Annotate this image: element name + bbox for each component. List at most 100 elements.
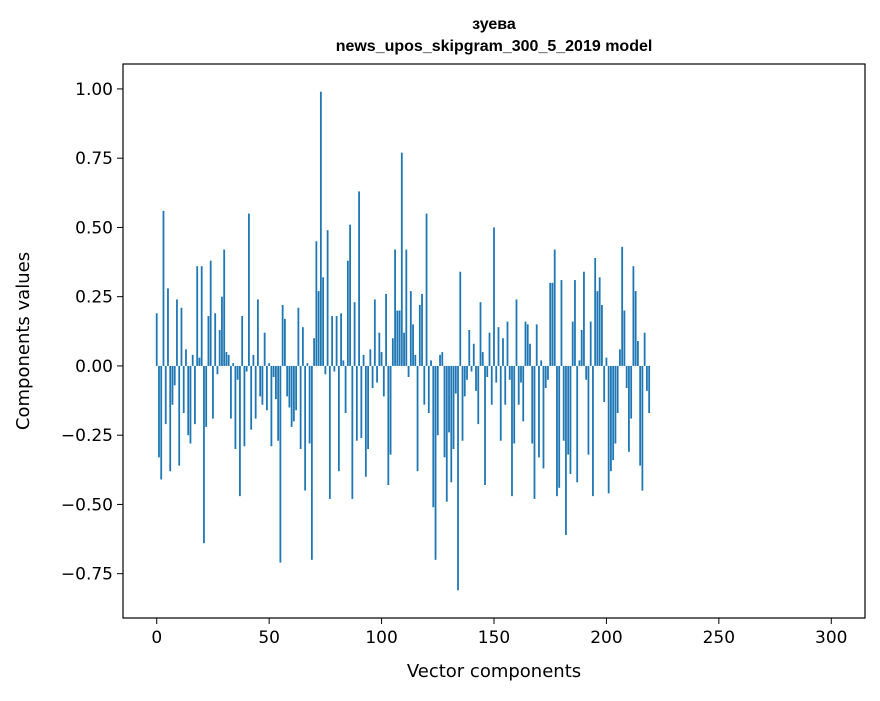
x-tick-label: 150: [478, 628, 510, 648]
bar-200: [605, 357, 608, 366]
bar-120: [425, 213, 428, 366]
bar-63: [297, 307, 300, 366]
bar-82: [340, 313, 342, 366]
bar-111: [405, 249, 408, 366]
bar-190: [583, 271, 585, 366]
bar-8: [173, 365, 176, 386]
bar-23: [207, 316, 210, 366]
bar-81: [337, 365, 340, 472]
bar-205: [616, 365, 619, 414]
bar-3: [162, 210, 165, 366]
bar-99: [378, 332, 381, 366]
bar-155: [504, 365, 507, 405]
bar-198: [601, 304, 603, 366]
bar-217: [643, 332, 646, 366]
bar-56: [281, 304, 284, 366]
bar-22: [205, 365, 208, 427]
bar-54: [277, 365, 280, 441]
bar-153: [499, 365, 502, 441]
bar-144: [479, 302, 482, 366]
bar-219: [648, 365, 651, 414]
bar-117: [418, 304, 421, 366]
x-axis-ticks: 0 50 100 150 200 250 300: [151, 618, 847, 648]
bar-30: [223, 249, 226, 366]
bar-41: [248, 213, 250, 366]
bar-163: [522, 365, 525, 422]
bar-61: [292, 365, 295, 422]
bar-113: [409, 291, 412, 366]
y-tick-label: −0.75: [61, 565, 113, 585]
x-tick-label: 50: [258, 628, 280, 648]
y-tick-label: 1.00: [75, 80, 113, 100]
bar-33: [230, 365, 232, 419]
bar-57: [283, 318, 286, 366]
bar-162: [520, 365, 522, 383]
y-axis-label: Components values: [13, 252, 34, 430]
bar-122: [430, 360, 432, 366]
bar-92: [362, 354, 365, 366]
bar-146: [484, 365, 486, 486]
bar-121: [427, 365, 430, 414]
bar-19: [198, 357, 201, 366]
bar-118: [421, 293, 423, 366]
bar-112: [407, 365, 410, 378]
bars-group: [155, 91, 651, 591]
bar-148: [488, 332, 491, 366]
bar-45: [257, 299, 259, 366]
bar-196: [596, 291, 599, 366]
bar-175: [549, 282, 552, 366]
bar-156: [506, 321, 509, 366]
bar-141: [472, 343, 475, 366]
bar-158: [511, 365, 513, 497]
bar-195: [594, 257, 597, 366]
bar-178: [556, 365, 558, 497]
bar-147: [486, 365, 489, 378]
bar-58: [286, 365, 289, 397]
bar-6: [169, 365, 172, 472]
bar-174: [547, 365, 549, 380]
y-tick-label: 0.75: [75, 149, 113, 169]
y-tick-label: 0.00: [75, 357, 113, 377]
bar-74: [322, 277, 325, 366]
bar-102: [385, 293, 387, 366]
bar-181: [562, 365, 565, 441]
bar-168: [533, 365, 536, 499]
bar-186: [574, 280, 576, 366]
bar-107: [396, 310, 399, 366]
bar-52: [272, 365, 275, 378]
bar-84: [344, 365, 347, 414]
bar-43: [252, 354, 255, 366]
bar-80: [335, 316, 338, 366]
bar-91: [360, 365, 363, 438]
bar-129: [445, 365, 448, 502]
bar-189: [580, 329, 583, 366]
bar-109: [400, 152, 403, 366]
bar-48: [263, 332, 266, 366]
bar-100: [380, 352, 383, 366]
bar-183: [567, 365, 570, 455]
bar-139: [468, 329, 471, 366]
bar-179: [558, 365, 561, 488]
bar-170: [538, 365, 540, 458]
bar-154: [502, 338, 504, 366]
bar-79: [333, 365, 336, 372]
bar-59: [288, 365, 291, 408]
bar-138: [466, 365, 468, 380]
bar-17: [194, 365, 196, 425]
bar-25: [212, 365, 214, 419]
bar-78: [331, 316, 334, 366]
bar-207: [621, 246, 624, 366]
bar-85: [346, 260, 349, 366]
bar-90: [358, 191, 360, 366]
bar-133: [454, 365, 457, 394]
bar-86: [349, 224, 351, 366]
bar-110: [403, 332, 405, 366]
y-tick-label: −0.25: [61, 426, 113, 446]
bar-24: [209, 260, 212, 366]
bar-101: [382, 365, 385, 397]
bar-132: [452, 365, 455, 450]
bar-201: [607, 365, 610, 494]
y-tick-label: 0.25: [75, 288, 113, 308]
